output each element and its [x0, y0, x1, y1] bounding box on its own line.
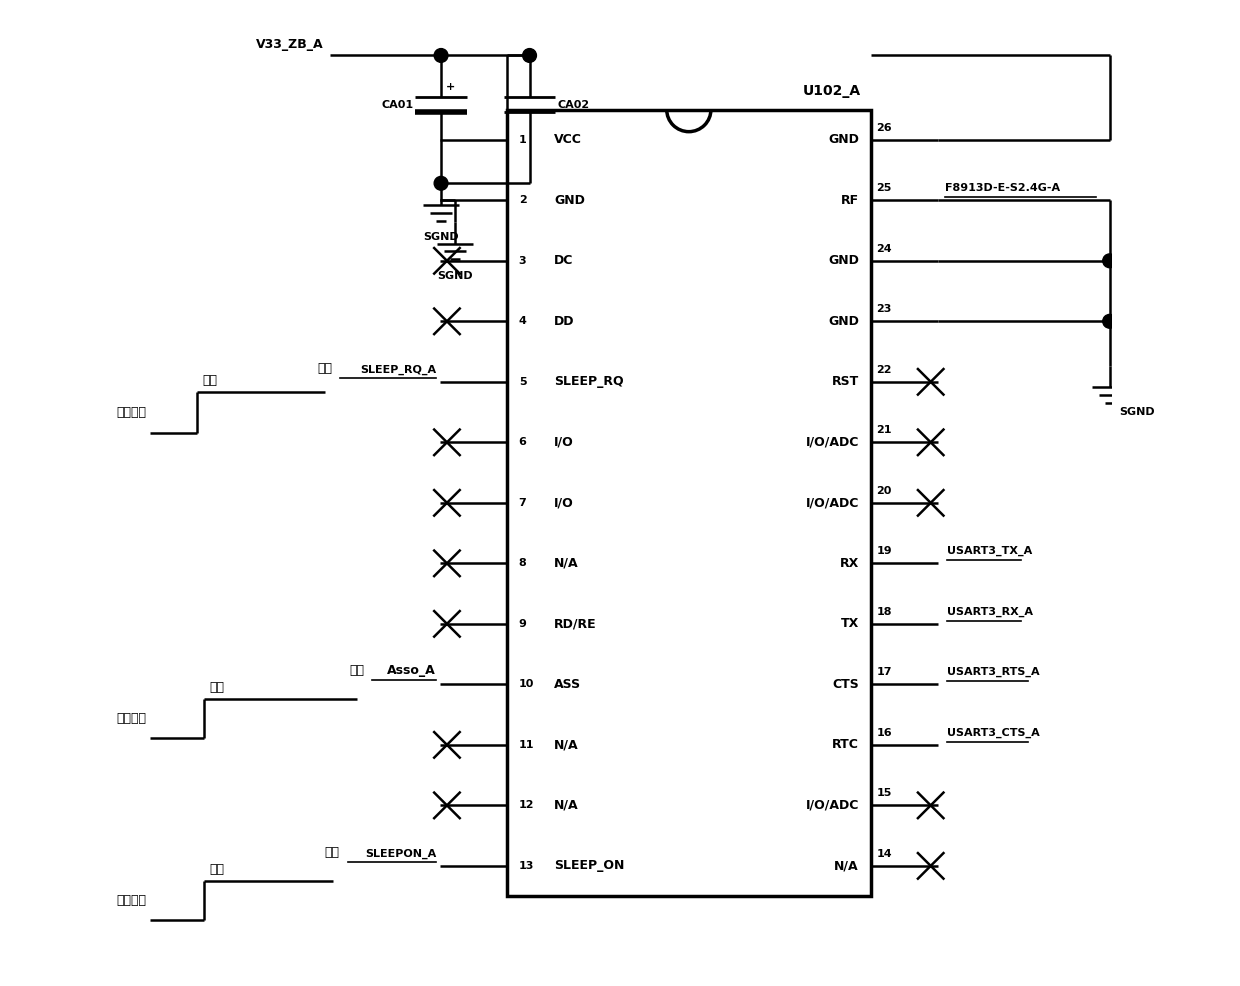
- Text: 26: 26: [877, 123, 893, 133]
- Text: GND: GND: [828, 315, 859, 327]
- Text: 20: 20: [877, 486, 892, 496]
- Text: 2: 2: [518, 195, 527, 205]
- Text: +: +: [446, 82, 455, 92]
- Text: N/A: N/A: [554, 739, 579, 751]
- Circle shape: [1102, 315, 1116, 328]
- Text: DD: DD: [554, 315, 574, 327]
- Text: 唤醒: 唤醒: [202, 374, 217, 387]
- Text: CA02: CA02: [557, 100, 589, 109]
- Text: CTS: CTS: [832, 677, 859, 691]
- Text: USART3_CTS_A: USART3_CTS_A: [947, 728, 1040, 738]
- Text: SLEEP_ON: SLEEP_ON: [554, 860, 625, 873]
- Text: RTC: RTC: [832, 739, 859, 751]
- Text: 15: 15: [877, 789, 892, 799]
- Text: 11: 11: [518, 740, 534, 750]
- Text: 休眠: 休眠: [325, 846, 340, 859]
- Text: 14: 14: [877, 849, 893, 859]
- Text: GND: GND: [828, 133, 859, 146]
- Text: RF: RF: [841, 194, 859, 207]
- Text: SLEEPON_A: SLEEPON_A: [365, 849, 436, 859]
- Text: V33_ZB_A: V33_ZB_A: [257, 37, 324, 50]
- Text: N/A: N/A: [554, 557, 579, 570]
- Text: 网络状态: 网络状态: [117, 712, 146, 726]
- Text: TX: TX: [841, 617, 859, 630]
- Text: SLEEP_RQ: SLEEP_RQ: [554, 376, 624, 388]
- Text: 17: 17: [877, 668, 892, 677]
- Text: 6: 6: [518, 438, 527, 448]
- Text: 12: 12: [518, 801, 534, 810]
- Text: 下线: 下线: [350, 665, 365, 677]
- Text: CA01: CA01: [382, 100, 413, 109]
- Text: 1: 1: [518, 135, 527, 145]
- Text: Asso_A: Asso_A: [387, 665, 436, 677]
- Text: ASS: ASS: [554, 677, 582, 691]
- Text: 18: 18: [877, 607, 892, 617]
- Text: 8: 8: [518, 558, 527, 568]
- Text: 5: 5: [518, 377, 526, 387]
- Text: RD/RE: RD/RE: [554, 617, 596, 630]
- Text: 25: 25: [877, 183, 892, 193]
- Text: VCC: VCC: [554, 133, 582, 146]
- Circle shape: [434, 48, 448, 62]
- Text: I/O: I/O: [554, 496, 574, 510]
- Text: RST: RST: [832, 376, 859, 388]
- Text: I/O/ADC: I/O/ADC: [806, 799, 859, 811]
- Text: RX: RX: [839, 557, 859, 570]
- Text: 24: 24: [877, 244, 893, 254]
- Text: 唤醒: 唤醒: [210, 863, 224, 876]
- Text: SLEEP_RQ_A: SLEEP_RQ_A: [360, 365, 436, 375]
- Text: N/A: N/A: [835, 860, 859, 873]
- Text: SGND: SGND: [423, 233, 459, 243]
- Text: 10: 10: [518, 679, 534, 689]
- Text: 4: 4: [518, 317, 527, 326]
- Bar: [507, 109, 870, 896]
- Text: 21: 21: [877, 425, 892, 436]
- Text: USART3_RX_A: USART3_RX_A: [947, 606, 1033, 617]
- Text: U102_A: U102_A: [802, 84, 861, 98]
- Text: 23: 23: [877, 305, 892, 315]
- Circle shape: [1102, 254, 1116, 267]
- Circle shape: [523, 48, 537, 62]
- Text: 休眠: 休眠: [317, 362, 332, 375]
- Text: I/O: I/O: [554, 436, 574, 449]
- Text: 3: 3: [518, 255, 526, 266]
- Text: GND: GND: [554, 194, 585, 207]
- Text: I/O/ADC: I/O/ADC: [806, 436, 859, 449]
- Text: 休眠控制: 休眠控制: [117, 406, 146, 419]
- Text: 9: 9: [518, 619, 527, 629]
- Text: USART3_RTS_A: USART3_RTS_A: [947, 668, 1040, 677]
- Text: 7: 7: [518, 498, 527, 508]
- Text: F8913D-E-S2.4G-A: F8913D-E-S2.4G-A: [945, 183, 1060, 193]
- Text: 13: 13: [518, 861, 534, 871]
- Text: I/O/ADC: I/O/ADC: [806, 496, 859, 510]
- Text: GND: GND: [828, 254, 859, 267]
- Text: DC: DC: [554, 254, 573, 267]
- Text: 上线: 上线: [210, 681, 224, 694]
- Circle shape: [434, 176, 448, 190]
- Text: N/A: N/A: [554, 799, 579, 811]
- Text: 19: 19: [877, 546, 893, 556]
- Text: 22: 22: [877, 365, 892, 375]
- Text: SGND: SGND: [1120, 407, 1156, 417]
- Text: 16: 16: [877, 728, 893, 738]
- Text: 状态指示: 状态指示: [117, 893, 146, 907]
- Text: SGND: SGND: [436, 271, 472, 281]
- Text: USART3_TX_A: USART3_TX_A: [947, 546, 1033, 556]
